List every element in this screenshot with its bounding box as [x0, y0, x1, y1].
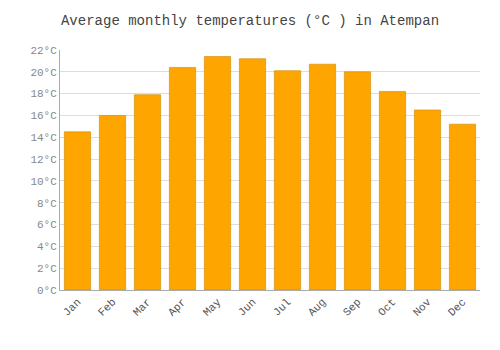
svg-text:Jan: Jan: [61, 296, 83, 318]
svg-text:10°C: 10°C: [30, 176, 57, 188]
svg-text:14°C: 14°C: [30, 132, 57, 144]
svg-text:18°C: 18°C: [30, 88, 57, 100]
svg-text:Average monthly temperatures (: Average monthly temperatures (°C ) in At…: [61, 13, 439, 29]
svg-text:22°C: 22°C: [30, 45, 57, 57]
svg-text:4°C: 4°C: [37, 241, 57, 253]
svg-text:2°C: 2°C: [37, 263, 57, 275]
svg-text:Apr: Apr: [166, 296, 188, 318]
svg-text:Jun: Jun: [236, 296, 258, 318]
svg-text:Nov: Nov: [411, 296, 434, 319]
svg-text:Mar: Mar: [131, 296, 153, 318]
svg-text:Oct: Oct: [376, 296, 398, 318]
svg-text:Dec: Dec: [446, 296, 468, 318]
svg-text:0°C: 0°C: [37, 285, 57, 297]
svg-text:Sep: Sep: [341, 296, 363, 318]
svg-text:16°C: 16°C: [30, 110, 57, 122]
svg-text:20°C: 20°C: [30, 67, 57, 79]
svg-text:12°C: 12°C: [30, 154, 57, 166]
svg-text:May: May: [201, 296, 224, 319]
svg-text:Aug: Aug: [306, 296, 328, 318]
svg-text:8°C: 8°C: [37, 198, 57, 210]
svg-text:Feb: Feb: [96, 296, 118, 318]
svg-text:6°C: 6°C: [37, 219, 57, 231]
svg-text:Jul: Jul: [271, 296, 293, 318]
